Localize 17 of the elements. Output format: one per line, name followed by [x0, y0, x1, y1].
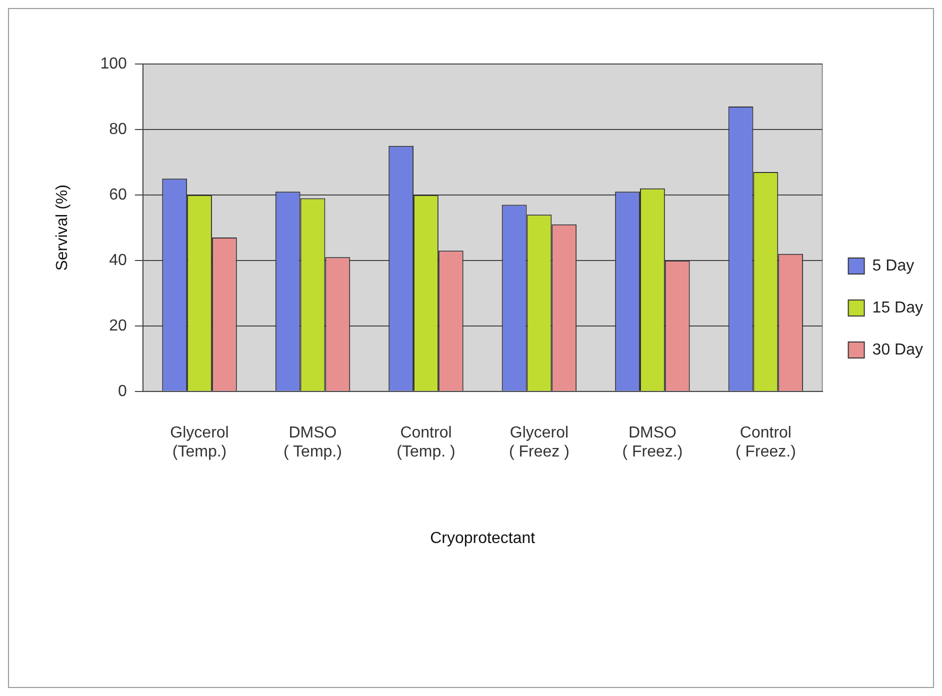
legend-label: 30 Day — [872, 341, 924, 358]
y-axis-title: Servival (%) — [54, 184, 72, 271]
y-tick-label: 100 — [100, 55, 127, 72]
y-tick-label: 80 — [109, 120, 127, 138]
y-tick-label: 20 — [109, 317, 127, 334]
x-tick-label: Control ( Freez.) — [735, 424, 796, 461]
y-tick-label: 60 — [109, 186, 127, 204]
x-tick-label: DMSO ( Temp.) — [284, 424, 342, 461]
x-tick-label: Control (Temp. ) — [396, 424, 456, 461]
x-tick-label: DMSO ( Freez.) — [622, 424, 683, 461]
y-tick-label: 40 — [109, 252, 127, 269]
x-tick-label: Glycerol (Temp.) — [170, 424, 229, 461]
y-tick-label: 0 — [118, 382, 127, 400]
legend-label: 5 Day — [872, 257, 914, 274]
x-tick-label: Glycerol ( Freez ) — [508, 424, 570, 461]
x-axis-title: Cryoprotectant — [430, 530, 536, 547]
legend-label: 15 Day — [872, 299, 924, 316]
